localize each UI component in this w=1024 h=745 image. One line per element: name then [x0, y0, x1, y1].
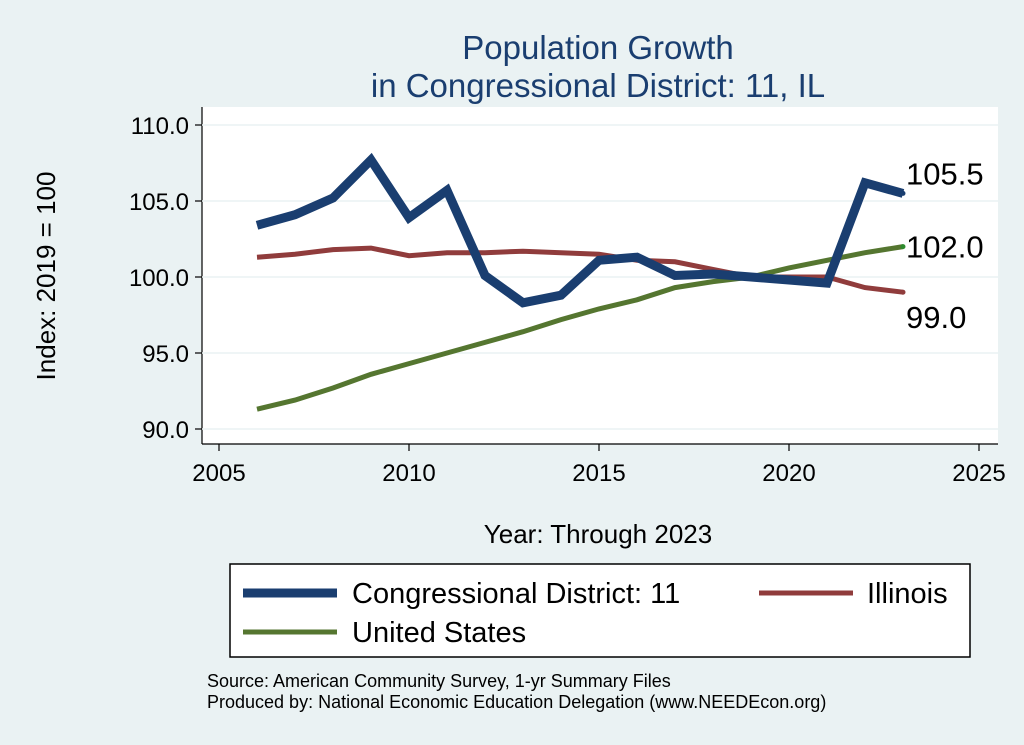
- series-end-labels: 105.5 99.0 102.0: [906, 156, 984, 335]
- legend-label-united-states: United States: [352, 617, 526, 649]
- legend-label-illinois: Illinois: [867, 578, 948, 610]
- chart-title-line-1: Population Growth: [462, 29, 734, 66]
- x-tick-label-2005: 2005: [192, 460, 245, 487]
- legend-label-congressional-district: Congressional District: 11: [352, 578, 680, 610]
- series-endpoint-illinois: [900, 289, 906, 295]
- y-tick-label-100: 100.0: [129, 265, 189, 292]
- x-tick-label-2025: 2025: [952, 460, 1005, 487]
- end-label-united-states: 102.0: [906, 230, 984, 265]
- series-endpoint-united-states: [900, 244, 906, 250]
- x-tick-label-2010: 2010: [382, 460, 435, 487]
- producer-note: Produced by: National Economic Education…: [207, 692, 826, 712]
- legend-box: [229, 563, 971, 658]
- y-axis-ticks: 90.0 95.0 100.0 105.0 110.0: [129, 113, 202, 444]
- end-label-congressional-district-11: 105.5: [906, 156, 984, 191]
- series-endpoint-congressional-district-11: [900, 190, 906, 196]
- source-note: Source: American Community Survey, 1-yr …: [207, 671, 671, 691]
- y-axis-title: Index: 2019 = 100: [31, 172, 61, 381]
- chart-title-line-2: in Congressional District: 11, IL: [371, 67, 825, 104]
- series-line-congressional-district-11: [255, 152, 905, 308]
- x-tick-label-2020: 2020: [762, 460, 815, 487]
- x-axis-ticks: 2005 2010 2015 2020 2025: [192, 444, 1006, 487]
- end-label-illinois: 99.0: [906, 300, 966, 335]
- y-tick-label-95: 95.0: [142, 341, 189, 368]
- y-tick-label-110: 110.0: [131, 113, 189, 140]
- series-line-united-states: [256, 244, 904, 412]
- gridlines: [202, 124, 998, 430]
- x-axis-title: Year: Through 2023: [484, 519, 712, 549]
- series-lines: [255, 152, 906, 412]
- y-tick-label-90: 90.0: [142, 417, 189, 444]
- x-tick-label-2015: 2015: [572, 460, 625, 487]
- y-tick-label-105: 105.0: [129, 189, 189, 216]
